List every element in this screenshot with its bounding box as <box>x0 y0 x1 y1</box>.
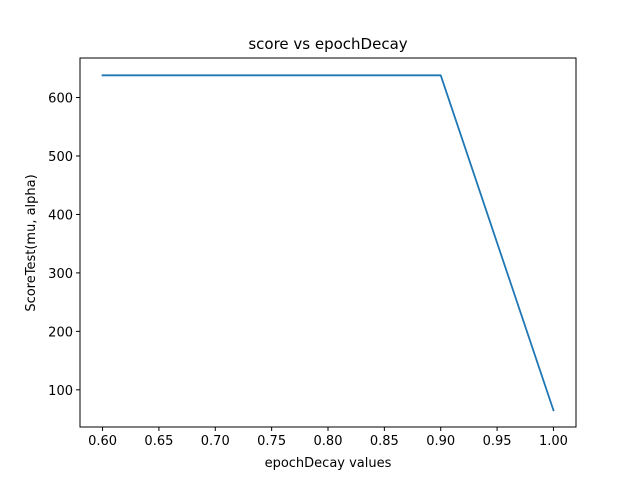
y-tick-label: 300 <box>48 267 73 282</box>
chart-title: score vs epochDecay <box>248 35 407 53</box>
y-tick-label: 400 <box>48 208 73 223</box>
x-axis-label: epochDecay values <box>265 456 392 471</box>
series-line-0 <box>101 74 555 412</box>
x-tick-label: 0.65 <box>144 434 173 449</box>
x-tick-label: 0.80 <box>314 434 343 449</box>
y-tick-label: 500 <box>48 150 73 165</box>
x-tick-label: 0.95 <box>483 434 512 449</box>
x-tick-label: 0.75 <box>257 434 286 449</box>
x-tick-label: 0.70 <box>201 434 230 449</box>
x-tick-label: 0.85 <box>370 434 399 449</box>
y-axis-label: ScoreTest(mu, alpha) <box>24 174 39 311</box>
x-tick-label: 0.60 <box>88 434 117 449</box>
axes: 0.60 0.65 0.70 0.75 0.80 0.85 0.90 0.95 1.00 100 2… <box>48 57 577 449</box>
y-tick-label: 200 <box>48 325 73 340</box>
x-tick-label: 1.00 <box>539 434 568 449</box>
plot-area <box>101 74 555 412</box>
y-tick-label: 600 <box>48 92 73 107</box>
y-tick-label: 100 <box>48 384 73 399</box>
x-tick-label: 0.90 <box>426 434 455 449</box>
